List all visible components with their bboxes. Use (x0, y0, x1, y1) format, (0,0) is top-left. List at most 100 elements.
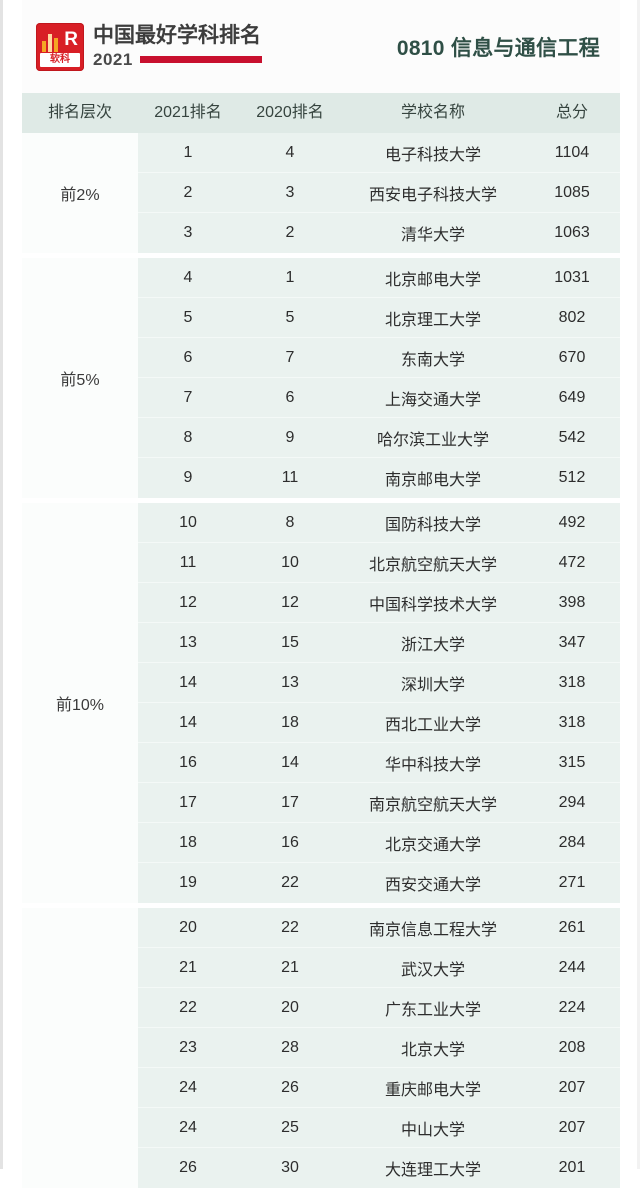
table-row[interactable]: 1 4 电子科技大学 1104 (138, 133, 620, 173)
table-row[interactable]: 24 25 中山大学 207 (138, 1108, 620, 1148)
table-row[interactable]: 3 2 清华大学 1063 (138, 213, 620, 253)
column-header-rank-2020: 2020排名 (256, 104, 324, 121)
rank-2021-cell: 9 (183, 469, 193, 486)
logo-wordmark: 软科 (40, 52, 80, 67)
rank-2020-cell: 7 (285, 348, 295, 366)
rank-2020-cell: 11 (281, 469, 299, 486)
score-cell: 670 (558, 348, 586, 366)
school-name-cell: 哈尔滨工业大学 (376, 431, 489, 449)
school-name-cell: 武汉大学 (400, 961, 465, 979)
brand-rule-divider (139, 56, 262, 63)
school-name-cell: 华中科技大学 (384, 756, 481, 774)
rank-2021-cell: 14 (179, 673, 197, 691)
subject-title: 0810 信息与通信工程 (396, 36, 600, 60)
ranking-card: R 软科 中国最好学科排名 2021 0810 信息与通信工程 排名层次 202… (22, 0, 620, 1188)
rank-2021-cell: 20 (179, 918, 197, 936)
school-name-cell: 北京大学 (400, 1041, 465, 1059)
rank-2020-cell: 4 (285, 143, 295, 161)
table-row[interactable]: 19 22 西安交通大学 271 (138, 863, 620, 903)
rank-2021-cell: 7 (183, 388, 193, 406)
rank-2021-cell: 1 (183, 143, 193, 161)
school-name-cell: 深圳大学 (400, 676, 465, 694)
table-row[interactable]: 16 14 华中科技大学 315 (138, 743, 620, 783)
rank-2021-cell: 24 (179, 1118, 197, 1136)
score-cell: 649 (558, 388, 586, 406)
table-row[interactable]: 2 3 西安电子科技大学 1085 (138, 173, 620, 213)
rank-2020-cell: 26 (281, 1078, 299, 1096)
table-row[interactable]: 17 17 南京航空航天大学 294 (138, 783, 620, 823)
table-row[interactable]: 14 13 深圳大学 318 (138, 663, 620, 703)
score-cell: 472 (558, 553, 586, 571)
tier-label: 前10% (22, 503, 138, 903)
rank-2020-cell: 30 (281, 1159, 299, 1176)
table-body: 前2% 1 4 电子科技大学 1104 2 3 西安电子科技大学 1085 3 2 清华大学 1063 前… (22, 133, 620, 1188)
rank-2020-cell: 5 (285, 308, 295, 326)
rank-2020-cell: 9 (285, 428, 295, 446)
table-row[interactable]: 10 8 国防科技大学 492 (138, 503, 620, 543)
table-row[interactable]: 20 22 南京信息工程大学 261 (138, 908, 620, 948)
tier-rows: 1 4 电子科技大学 1104 2 3 西安电子科技大学 1085 3 2 清华大学 1063 (138, 133, 620, 253)
table-row[interactable]: 22 20 广东工业大学 224 (138, 988, 620, 1028)
tier-group: 前10% 10 8 国防科技大学 492 11 10 北京航空航天大学 472 12 12 中国科学技… (22, 503, 620, 908)
table-row[interactable]: 4 1 北京邮电大学 1031 (138, 258, 620, 298)
school-name-cell: 西安电子科技大学 (368, 186, 497, 204)
table-row[interactable]: 7 6 上海交通大学 649 (138, 378, 620, 418)
table-row[interactable]: 23 28 北京大学 208 (138, 1028, 620, 1068)
school-name-cell: 广东工业大学 (384, 1001, 481, 1019)
table-row[interactable]: 8 9 哈尔滨工业大学 542 (138, 418, 620, 458)
table-row[interactable]: 26 30 大连理工大学 201 (138, 1148, 620, 1188)
score-cell: 542 (558, 428, 586, 446)
brand-subline: 2021 (93, 50, 262, 69)
score-cell: 398 (558, 593, 586, 611)
softscience-logo-icon: R 软科 (36, 22, 84, 71)
table-row[interactable]: 6 7 东南大学 670 (138, 338, 620, 378)
table-row[interactable]: 24 26 重庆邮电大学 207 (138, 1068, 620, 1108)
school-name-cell: 电子科技大学 (384, 146, 481, 164)
table-row[interactable]: 12 12 中国科学技术大学 398 (138, 583, 620, 623)
score-cell: 208 (558, 1038, 586, 1056)
table-row[interactable]: 5 5 北京理工大学 802 (138, 298, 620, 338)
column-header-tier: 排名层次 (47, 104, 112, 121)
school-name-cell: 北京交通大学 (384, 836, 481, 854)
rank-2021-cell: 21 (179, 958, 197, 976)
page-edge-right (637, 0, 640, 1169)
rank-2021-cell: 10 (179, 513, 197, 531)
table-row[interactable]: 9 11 南京邮电大学 512 (138, 458, 620, 498)
score-cell: 512 (558, 469, 586, 486)
score-cell: 207 (558, 1118, 586, 1136)
brand-title: 中国最好学科排名 (93, 24, 261, 47)
school-name-cell: 国防科技大学 (384, 516, 481, 534)
rank-2020-cell: 25 (281, 1118, 299, 1136)
ranking-table: 排名层次 2021排名 2020排名 学校名称 总分 前2% 1 4 电子科技大学 11… (22, 93, 620, 1188)
tier-rows: 4 1 北京邮电大学 1031 5 5 北京理工大学 802 6 7 东南大学 670 7 6 上海交通大学… (138, 258, 620, 498)
score-cell: 1031 (554, 268, 590, 286)
rank-2020-cell: 8 (285, 513, 295, 531)
column-header-score: 总分 (555, 104, 588, 121)
rank-2020-cell: 3 (285, 183, 295, 201)
tier-label: 前5% (22, 258, 138, 498)
score-cell: 244 (558, 958, 586, 976)
table-row[interactable]: 13 15 浙江大学 347 (138, 623, 620, 663)
school-name-cell: 北京邮电大学 (384, 271, 481, 289)
school-name-cell: 南京信息工程大学 (368, 921, 497, 939)
school-name-cell: 浙江大学 (400, 636, 465, 654)
rank-2021-cell: 23 (179, 1038, 197, 1056)
table-row[interactable]: 21 21 武汉大学 244 (138, 948, 620, 988)
rank-2021-cell: 13 (179, 633, 197, 651)
score-cell: 1063 (554, 224, 590, 241)
table-row[interactable]: 18 16 北京交通大学 284 (138, 823, 620, 863)
rank-2021-cell: 17 (179, 793, 197, 811)
table-header-row: 排名层次 2021排名 2020排名 学校名称 总分 (22, 93, 620, 133)
score-cell: 261 (558, 918, 586, 936)
rank-2020-cell: 22 (281, 874, 299, 891)
rank-2021-cell: 2 (183, 183, 193, 201)
school-name-cell: 清华大学 (400, 227, 465, 244)
tier-group: 20 22 南京信息工程大学 261 21 21 武汉大学 244 22 20 广东工业大学 224 2… (22, 908, 620, 1188)
brand: R 软科 中国最好学科排名 2021 (36, 22, 262, 71)
table-row[interactable]: 11 10 北京航空航天大学 472 (138, 543, 620, 583)
score-cell: 1104 (554, 143, 590, 161)
school-name-cell: 东南大学 (400, 351, 465, 369)
logo-letter: R (64, 28, 78, 50)
table-row[interactable]: 14 18 西北工业大学 318 (138, 703, 620, 743)
rank-2020-cell: 12 (281, 593, 299, 611)
